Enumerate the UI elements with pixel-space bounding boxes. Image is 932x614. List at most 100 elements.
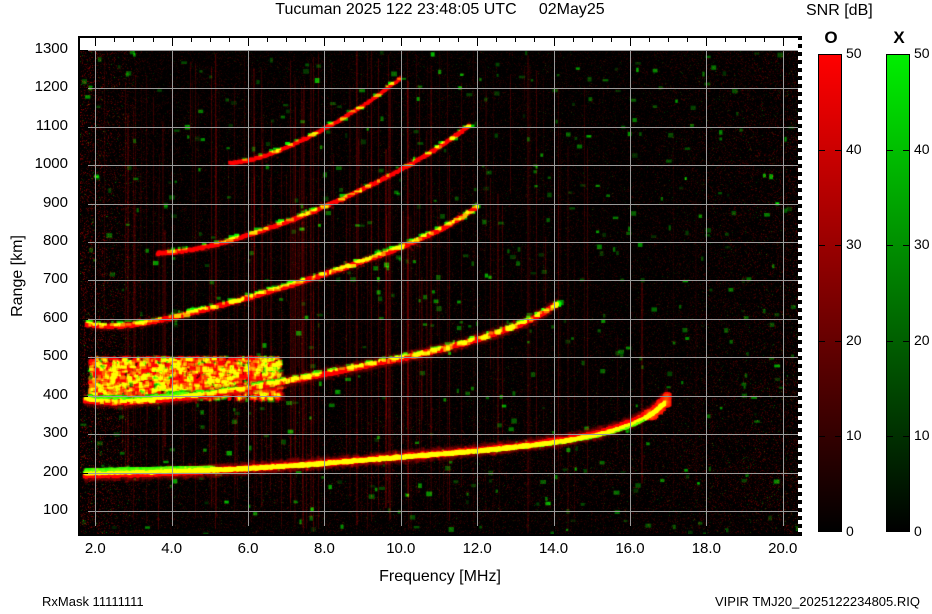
colorbar-tickmark [886, 245, 893, 247]
x-tick-minor [286, 530, 288, 535]
x-tick-minor [763, 37, 765, 42]
ionogram-data-canvas [80, 50, 798, 534]
plot-border-top [78, 36, 802, 38]
x-tick-minor [725, 530, 727, 535]
x-tick-minor [381, 530, 383, 535]
y-tick-label: 900 [42, 193, 68, 211]
y-tick-label: 300 [42, 424, 68, 442]
colorbar-title: SNR [dB] [806, 2, 873, 19]
x-tick-minor [668, 530, 670, 535]
x-tick-minor [190, 530, 192, 535]
x-tick-minor [209, 37, 211, 42]
x-tick-minor [305, 530, 307, 535]
colorbar-x-tick-label: 0 [914, 523, 922, 539]
y-tick-label: 400 [42, 385, 68, 403]
x-tick-major [706, 37, 708, 46]
colorbar-x-mode [886, 54, 910, 532]
x-tick-major [553, 526, 555, 535]
x-tick-minor [496, 37, 498, 42]
colorbar-tickmark [835, 149, 842, 151]
x-tick-major [553, 37, 555, 46]
x-tick-major [629, 526, 631, 535]
colorbar-tickmark [886, 436, 893, 438]
colorbar-tickmark [818, 436, 825, 438]
x-tick-major [248, 526, 250, 535]
x-tick-minor [610, 530, 612, 535]
x-tick-minor [419, 530, 421, 535]
y-tick-major [79, 203, 88, 205]
x-tick-label: 10.0 [386, 540, 416, 557]
x-tick-major [477, 37, 479, 46]
x-tick-minor [515, 530, 517, 535]
colorbar-x-tick-label: 10 [914, 427, 930, 444]
x-tick-minor [687, 37, 689, 42]
x-tick-minor [286, 37, 288, 42]
y-tick-minor [79, 338, 84, 340]
x-tick-minor [152, 530, 154, 535]
x-tick-minor [228, 37, 230, 42]
y-tick-label: 1300 [34, 40, 68, 57]
x-tick-minor [572, 530, 574, 535]
x-tick-major [477, 526, 479, 535]
x-tick-minor [343, 530, 345, 535]
y-tick-major [79, 280, 88, 282]
x-tick-minor [343, 37, 345, 42]
x-tick-minor [152, 37, 154, 42]
x-tick-minor [687, 530, 689, 535]
y-tick-major [79, 472, 88, 474]
y-tick-minor [79, 146, 84, 148]
y-tick-minor [79, 376, 84, 378]
x-tick-minor [610, 37, 612, 42]
y-tick-label: 1000 [34, 155, 68, 173]
x-tick-minor [267, 530, 269, 535]
y-tick-label: 100 [42, 500, 68, 518]
x-tick-minor [362, 37, 364, 42]
source-file-label: VIPIR TMJ20_2025122234805.RIQ [714, 594, 920, 609]
x-tick-minor [458, 530, 460, 535]
ionogram-trace-layer [80, 50, 798, 534]
colorbar-tickmark [835, 436, 842, 438]
colorbar-tickmark [886, 149, 893, 151]
x-tick-major [248, 37, 250, 46]
x-tick-minor [133, 37, 135, 42]
y-axis-title: Range [km] [9, 235, 26, 317]
colorbar-o-tick-label: 40 [846, 140, 862, 157]
x-tick-major [782, 37, 784, 46]
colorbar-tickmark [903, 245, 910, 247]
y-tick-major [79, 395, 88, 397]
y-tick-major [79, 357, 88, 359]
x-axis-title: Frequency [MHz] [379, 568, 501, 585]
x-tick-minor [362, 530, 364, 535]
colorbar-tickmark [818, 149, 825, 151]
x-tick-major [400, 37, 402, 46]
y-tick-minor [79, 414, 84, 416]
x-tick-major [782, 526, 784, 535]
x-tick-major [171, 526, 173, 535]
y-tick-minor [79, 261, 84, 263]
y-tick-label: 800 [42, 232, 68, 250]
y-tick-minor [79, 184, 84, 186]
x-tick-minor [744, 530, 746, 535]
plot-border-right-dashed [798, 36, 802, 536]
colorbar-o-tick-label: 20 [846, 331, 862, 348]
y-tick-label: 600 [42, 308, 68, 326]
y-tick-major [79, 510, 88, 512]
x-tick-minor [668, 37, 670, 42]
y-tick-major [79, 165, 88, 167]
colorbar-x-tick-label: 20 [914, 331, 930, 348]
colorbar-tickmark [818, 245, 825, 247]
colorbar-tickmark [903, 149, 910, 151]
x-tick-minor [763, 530, 765, 535]
x-tick-minor [572, 37, 574, 42]
x-tick-minor [133, 530, 135, 535]
x-tick-minor [591, 37, 593, 42]
plot-border-bottom [78, 534, 802, 536]
x-tick-minor [534, 37, 536, 42]
y-tick-label: 700 [42, 270, 68, 288]
colorbar-tickmark [835, 340, 842, 342]
colorbar-tickmark [886, 340, 893, 342]
y-tick-minor [79, 453, 84, 455]
y-tick-minor [79, 107, 84, 109]
colorbar-o-tick-label: 30 [846, 236, 862, 253]
y-tick-major [79, 318, 88, 320]
